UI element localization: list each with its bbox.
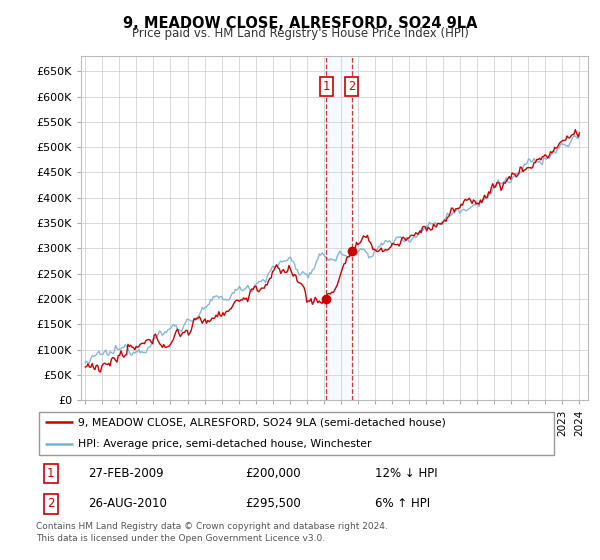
Text: 9, MEADOW CLOSE, ALRESFORD, SO24 9LA (semi-detached house): 9, MEADOW CLOSE, ALRESFORD, SO24 9LA (se… [78, 417, 446, 427]
Text: 27-FEB-2009: 27-FEB-2009 [88, 467, 164, 480]
Text: 2: 2 [349, 80, 356, 93]
Text: £200,000: £200,000 [245, 467, 301, 480]
Text: 9, MEADOW CLOSE, ALRESFORD, SO24 9LA: 9, MEADOW CLOSE, ALRESFORD, SO24 9LA [123, 16, 477, 31]
Text: 6% ↑ HPI: 6% ↑ HPI [376, 497, 430, 510]
Text: 1: 1 [47, 467, 55, 480]
Text: 26-AUG-2010: 26-AUG-2010 [88, 497, 167, 510]
FancyBboxPatch shape [38, 412, 554, 455]
Text: £295,500: £295,500 [245, 497, 301, 510]
Text: Price paid vs. HM Land Registry's House Price Index (HPI): Price paid vs. HM Land Registry's House … [131, 27, 469, 40]
Text: 1: 1 [323, 80, 330, 93]
Text: 12% ↓ HPI: 12% ↓ HPI [376, 467, 438, 480]
Text: HPI: Average price, semi-detached house, Winchester: HPI: Average price, semi-detached house,… [78, 439, 371, 449]
Text: 2: 2 [47, 497, 55, 510]
Text: Contains HM Land Registry data © Crown copyright and database right 2024.
This d: Contains HM Land Registry data © Crown c… [36, 522, 388, 543]
Bar [326, 56, 352, 400]
